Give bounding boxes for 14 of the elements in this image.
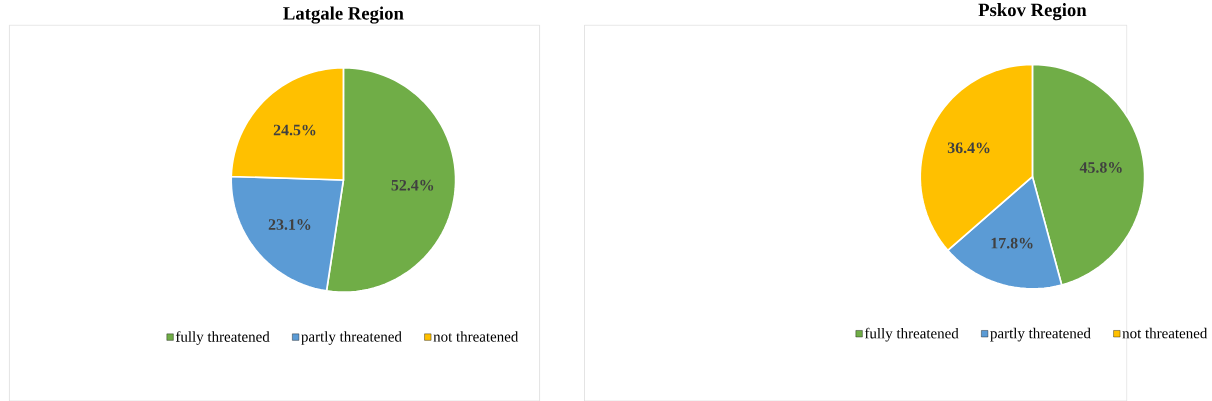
data-label: 23.1%: [268, 218, 311, 230]
data-label: 24.5%: [273, 124, 316, 136]
legend-label: fully threatened: [864, 327, 959, 342]
data-label: 17.8%: [991, 237, 1033, 249]
legend-label: fully threatened: [175, 330, 270, 345]
legend-label: partly threatened: [301, 330, 402, 345]
data-label: 36.4%: [947, 142, 990, 153]
data-label: 45.8%: [1079, 161, 1122, 173]
data-label: 52.4%: [391, 179, 434, 191]
legend-label: not threatened: [433, 330, 519, 342]
legend-label: not threatened: [1122, 327, 1208, 339]
legend-label: partly threatened: [990, 327, 1091, 342]
chart-title: Latgale Region: [283, 6, 404, 24]
chart-title: Pskov Region: [978, 2, 1087, 20]
